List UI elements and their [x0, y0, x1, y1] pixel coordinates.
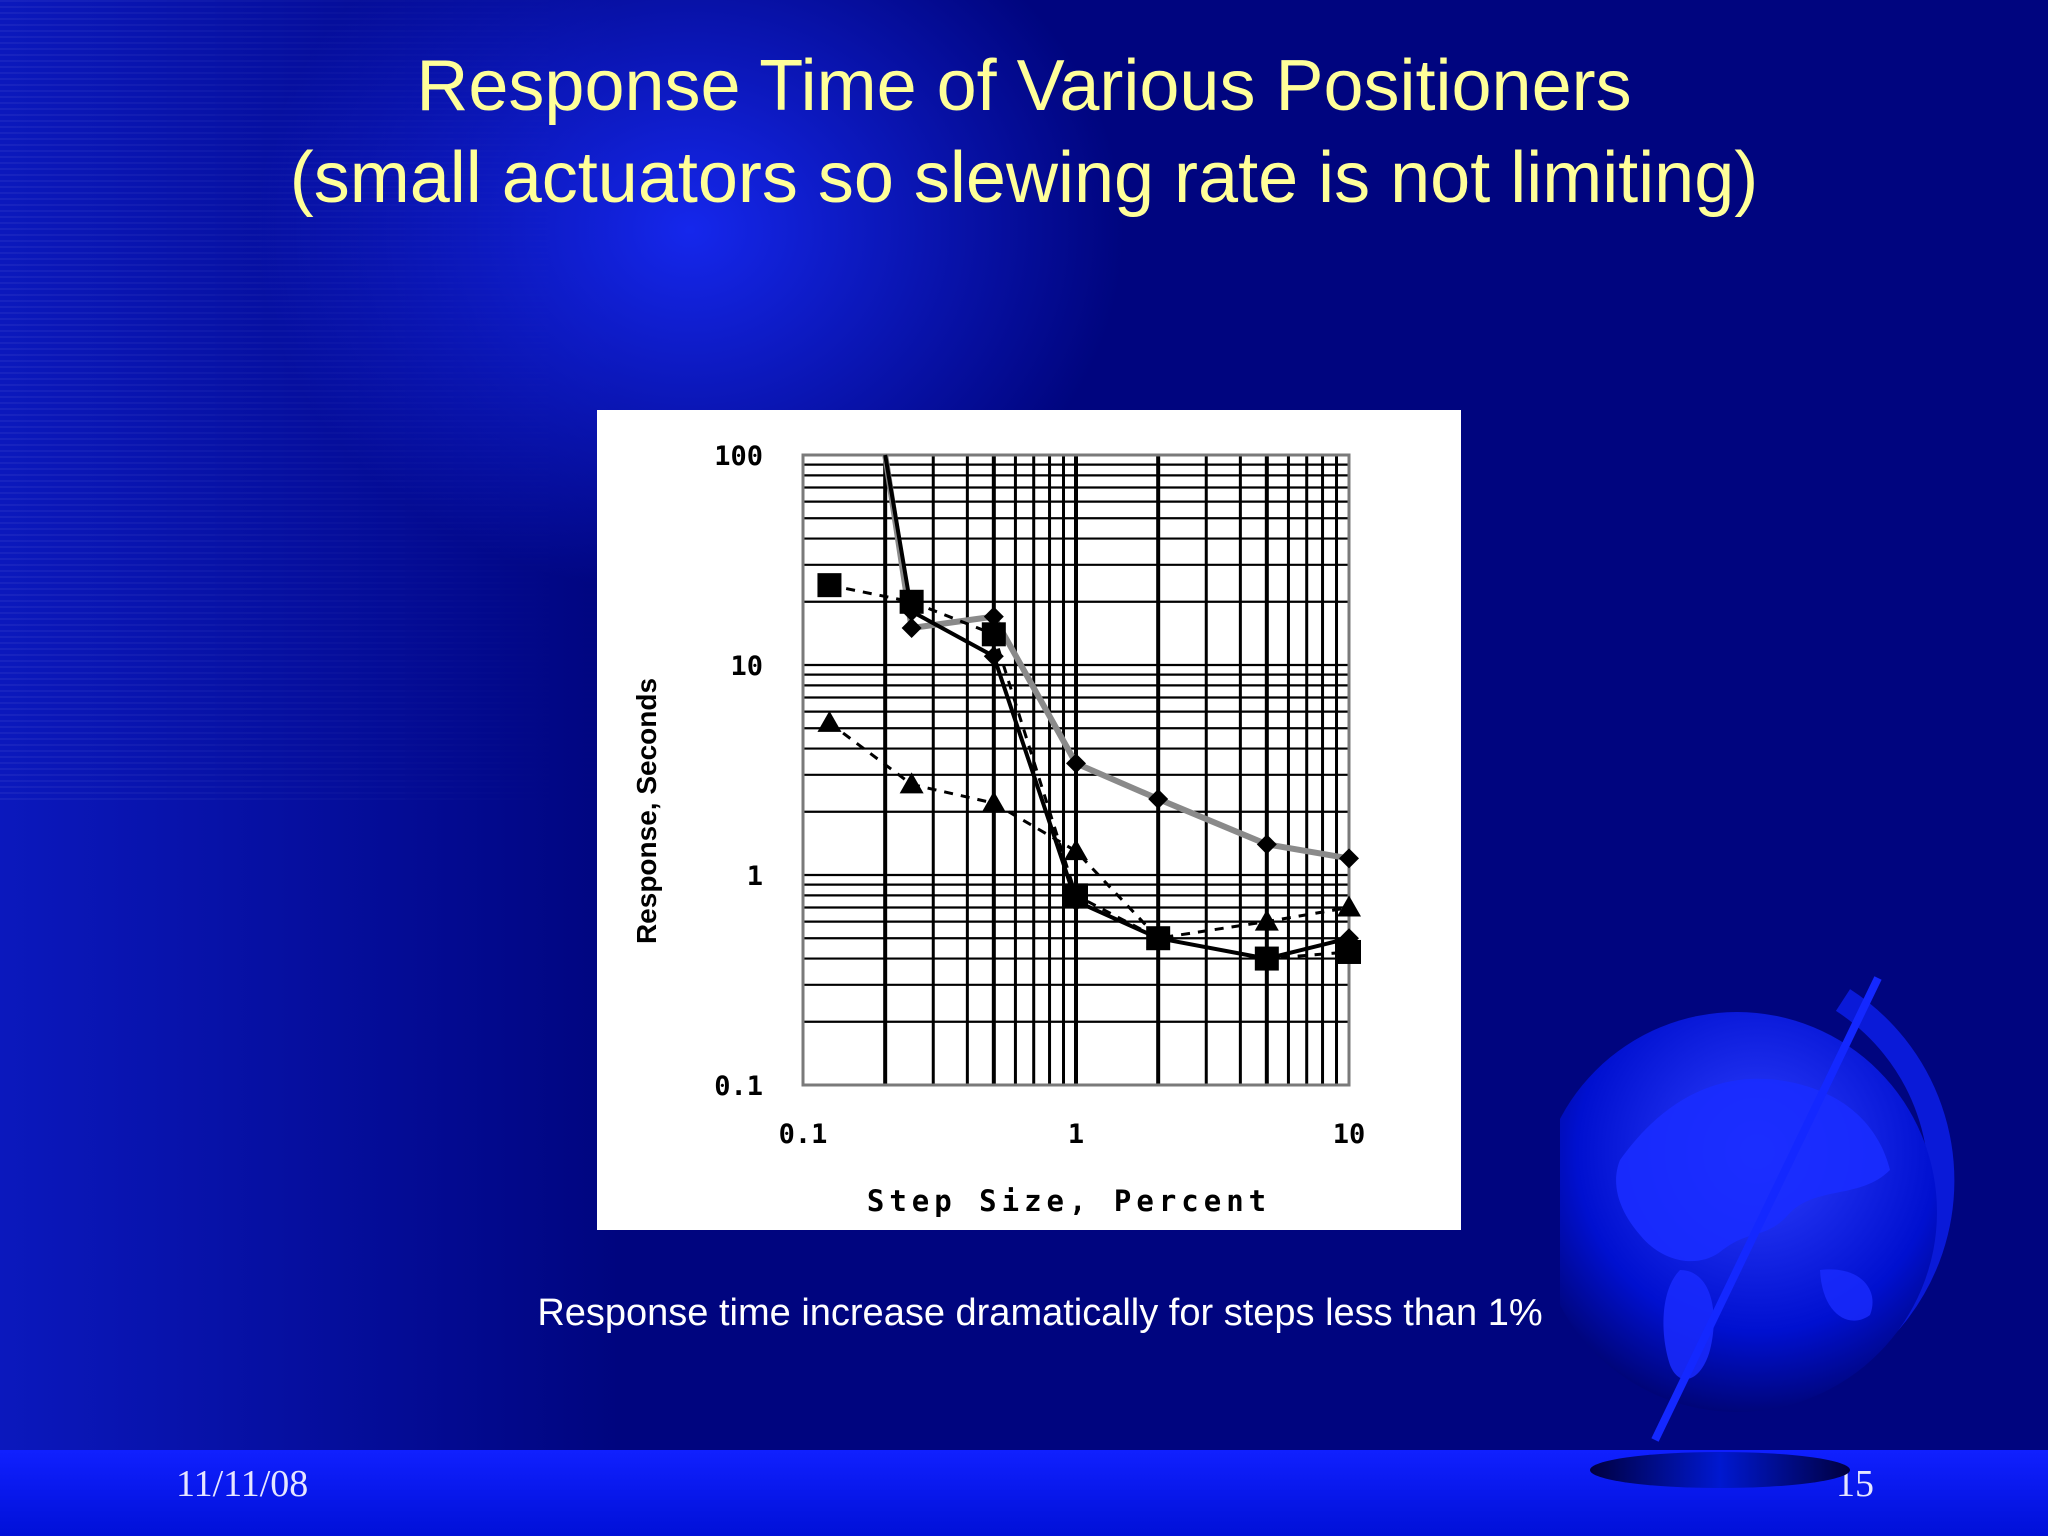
- series-1-point: [1148, 789, 1169, 810]
- title-line-1: Response Time of Various Positioners: [416, 46, 1632, 126]
- series-1-point: [983, 606, 1004, 627]
- series-3-point: [1256, 948, 1277, 969]
- globe-icon: [1560, 976, 1955, 1488]
- series-1-point: [1066, 753, 1086, 774]
- series-3-line: [883, 454, 1350, 961]
- chart-svg: Step Size, Percent Response, Seconds 0.1…: [631, 441, 1365, 1218]
- series-1-point: [1256, 834, 1277, 855]
- series-4-point: [1146, 926, 1171, 948]
- response-time-chart: Step Size, Percent Response, Seconds 0.1…: [597, 410, 1461, 1230]
- series-1-line: [882, 454, 1350, 862]
- series-4-point: [817, 710, 842, 732]
- series-4-point: [899, 772, 924, 794]
- y-tick-label: 1: [747, 861, 763, 892]
- plot-frame: [801, 453, 1351, 1087]
- series-2-point: [817, 573, 842, 598]
- series-3-point: [1066, 891, 1086, 912]
- chart-axes: [801, 453, 1351, 1087]
- x-tick-label: 1: [1068, 1119, 1084, 1150]
- series-3-point: [901, 601, 922, 622]
- series-4-point: [1254, 909, 1279, 931]
- slide-caption: Response time increase dramatically for …: [537, 1292, 1543, 1334]
- y-axis-label: Response, Seconds: [631, 678, 662, 944]
- y-tick-label: 0.1: [714, 1071, 763, 1102]
- series-4-point: [981, 791, 1006, 813]
- series-1-point: [1339, 848, 1359, 869]
- series-3-point: [1339, 928, 1359, 949]
- series-2-point: [981, 622, 1006, 647]
- series-4-point: [1337, 895, 1361, 917]
- x-tick-label: 10: [1333, 1119, 1366, 1150]
- x-axis-label: Step Size, Percent: [867, 1184, 1271, 1218]
- chart-grid: [803, 455, 1349, 1085]
- y-tick-label: 10: [730, 651, 763, 682]
- title-line-2: (small actuators so slewing rate is not …: [289, 138, 1759, 218]
- y-tick-label: 100: [714, 441, 763, 472]
- slide-title: Response Time of Various Positioners (sm…: [0, 40, 2048, 224]
- series-3-point: [983, 646, 1004, 667]
- chart-labels: Step Size, Percent Response, Seconds 0.1…: [631, 441, 1365, 1218]
- series-4-point: [1064, 839, 1088, 861]
- series-1-point: [901, 618, 922, 639]
- x-tick-label: 0.1: [779, 1119, 828, 1150]
- footer-date: 11/11/08: [176, 1463, 309, 1505]
- chart-series: [817, 454, 1361, 971]
